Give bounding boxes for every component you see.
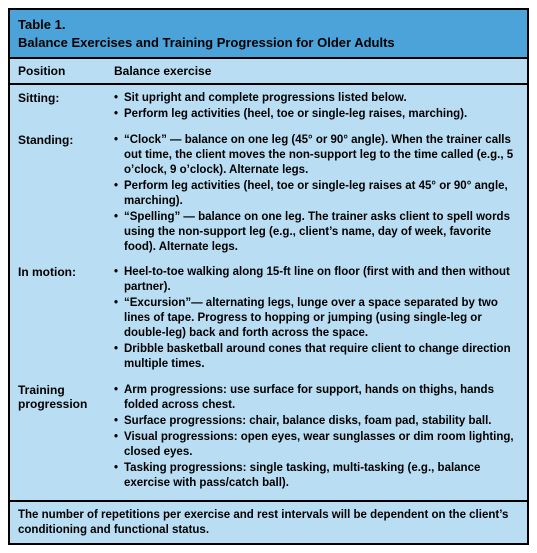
bullet-item: •“Clock” — balance on one leg (45° or 90…	[114, 133, 519, 178]
bullet-dot-icon: •	[114, 179, 124, 209]
section-label: In motion:	[18, 265, 114, 373]
section-content: •Arm progressions: use surface for suppo…	[114, 383, 519, 492]
header-position: Position	[18, 64, 114, 78]
bullet-item: •Heel-to-toe walking along 15-ft line on…	[114, 265, 519, 295]
bullet-text: Perform leg activities (heel, toe or sin…	[124, 107, 519, 122]
section-content: •Heel-to-toe walking along 15-ft line on…	[114, 265, 519, 373]
bullet-text: Sit upright and complete progressions li…	[124, 91, 519, 106]
table-footer: The number of repetitions per exercise a…	[10, 502, 527, 544]
bullet-item: •“Spelling” — balance on one leg. The tr…	[114, 210, 519, 255]
bullet-text: Heel-to-toe walking along 15-ft line on …	[124, 265, 519, 295]
bullet-item: •Visual progressions: open eyes, wear su…	[114, 430, 519, 460]
bullet-dot-icon: •	[114, 265, 124, 295]
bullet-item: •Sit upright and complete progressions l…	[114, 91, 519, 106]
bullet-text: Tasking progressions: single tasking, mu…	[124, 461, 519, 491]
bullet-text: “Excursion”— alternating legs, lunge ove…	[124, 296, 519, 341]
bullet-text: Surface progressions: chair, balance dis…	[124, 414, 519, 429]
bullet-item: •Surface progressions: chair, balance di…	[114, 414, 519, 429]
table-section: Standing:•“Clock” — balance on one leg (…	[18, 133, 519, 256]
section-content: •“Clock” — balance on one leg (45° or 90…	[114, 133, 519, 256]
bullet-dot-icon: •	[114, 342, 124, 372]
section-content: •Sit upright and complete progressions l…	[114, 91, 519, 123]
bullet-item: •Perform leg activities (heel, toe or si…	[114, 107, 519, 122]
bullet-text: “Spelling” — balance on one leg. The tra…	[124, 210, 519, 255]
bullet-dot-icon: •	[114, 133, 124, 178]
bullet-item: •Dribble basketball around cones that re…	[114, 342, 519, 372]
bullet-dot-icon: •	[114, 107, 124, 122]
section-label: Sitting:	[18, 91, 114, 123]
table-section: In motion:•Heel-to-toe walking along 15-…	[18, 265, 519, 373]
bullet-item: •Tasking progressions: single tasking, m…	[114, 461, 519, 491]
bullet-dot-icon: •	[114, 414, 124, 429]
bullet-text: Arm progressions: use surface for suppor…	[124, 383, 519, 413]
balance-table: Table 1. Balance Exercises and Training …	[8, 8, 529, 545]
bullet-dot-icon: •	[114, 383, 124, 413]
bullet-text: Dribble basketball around cones that req…	[124, 342, 519, 372]
bullet-dot-icon: •	[114, 210, 124, 255]
bullet-text: Visual progressions: open eyes, wear sun…	[124, 430, 519, 460]
title-line1: Table 1.	[18, 16, 519, 34]
table-section: Sitting:•Sit upright and complete progre…	[18, 91, 519, 123]
bullet-item: •“Excursion”— alternating legs, lunge ov…	[114, 296, 519, 341]
bullet-dot-icon: •	[114, 430, 124, 460]
title-line2: Balance Exercises and Training Progressi…	[18, 34, 519, 52]
bullet-text: Perform leg activities (heel, toe or sin…	[124, 179, 519, 209]
bullet-dot-icon: •	[114, 296, 124, 341]
table-header: Position Balance exercise	[10, 59, 527, 85]
section-label: Standing:	[18, 133, 114, 256]
bullet-dot-icon: •	[114, 461, 124, 491]
bullet-text: “Clock” — balance on one leg (45° or 90°…	[124, 133, 519, 178]
header-exercise: Balance exercise	[114, 64, 519, 78]
bullet-dot-icon: •	[114, 91, 124, 106]
bullet-item: •Perform leg activities (heel, toe or si…	[114, 179, 519, 209]
table-section: Training progression•Arm progressions: u…	[18, 383, 519, 492]
bullet-item: •Arm progressions: use surface for suppo…	[114, 383, 519, 413]
section-label: Training progression	[18, 383, 114, 492]
table-body: Sitting:•Sit upright and complete progre…	[10, 85, 527, 500]
table-title: Table 1. Balance Exercises and Training …	[10, 10, 527, 59]
